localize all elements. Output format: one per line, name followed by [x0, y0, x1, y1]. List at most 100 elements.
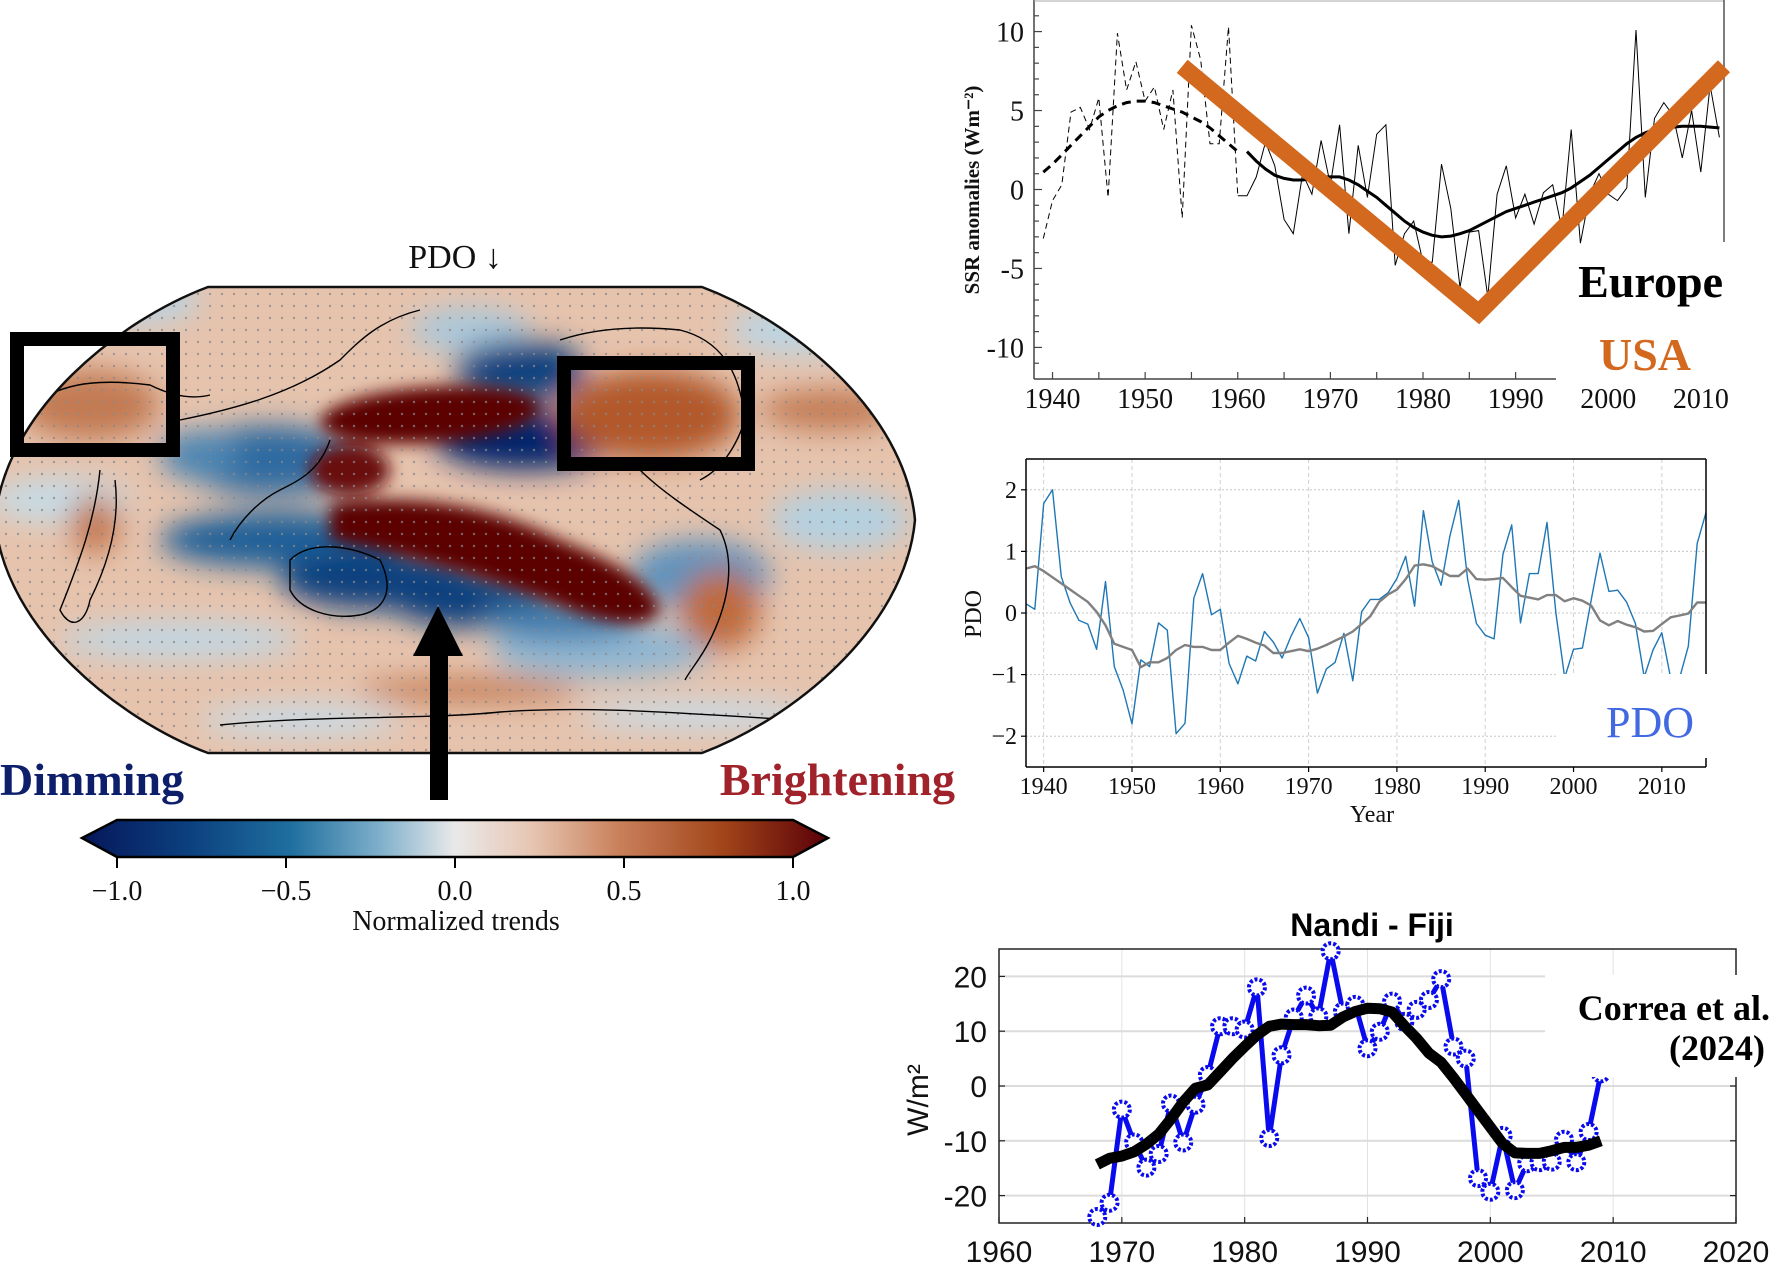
colorbar-tick-label: 0.5 [607, 876, 642, 907]
usa-highlight-box [557, 356, 755, 471]
fiji-data-point [1369, 1021, 1390, 1042]
brightening-label: Brightening [720, 754, 955, 805]
pdo-x-tick-label: 1990 [1461, 774, 1509, 800]
fiji-data-point [1234, 1019, 1255, 1040]
ssr-y-tick-label: 10 [996, 18, 1024, 49]
fiji-data-point [1099, 1192, 1120, 1213]
pdo-x-tick-label: 2000 [1550, 774, 1598, 800]
fiji-data-point [1320, 941, 1341, 962]
pdo-xlabel: Year [1350, 802, 1394, 828]
fiji-data-point [1566, 1152, 1587, 1173]
fiji-y-tick-label: 0 [970, 1071, 987, 1104]
colorbar-tick-label: −0.5 [261, 876, 312, 907]
pdo-y-tick-label: −2 [991, 724, 1017, 750]
ssr-x-tick-label: 2010 [1673, 384, 1729, 415]
pdo-legend-box [1558, 674, 1708, 766]
ssr-y-tick-label: 5 [1010, 97, 1024, 128]
pdo-x-tick-label: 1980 [1373, 774, 1421, 800]
colorbar-ticks: −1.0 −0.5 0.0 0.5 1.0 [92, 857, 811, 907]
fiji-x-tick-label: 1960 [966, 1236, 1033, 1269]
fiji-y-tick-label: 20 [954, 961, 987, 994]
fiji-y-tick-label: -10 [944, 1126, 987, 1159]
ssr-x-tick-label: 1960 [1210, 384, 1266, 415]
pdo-x-tick-label: 1940 [1020, 774, 1068, 800]
fiji-x-tick-label: 1980 [1211, 1236, 1278, 1269]
europe-label: Europe [1578, 256, 1723, 307]
pdo-annual-line [1025, 489, 1707, 735]
pdo-x-tick-label: 1960 [1196, 774, 1244, 800]
ssr-y-tick-label: 0 [1010, 176, 1024, 207]
ssr-x-tick-label: 2000 [1580, 384, 1636, 415]
fiji-data-point [1480, 1181, 1501, 1202]
fiji-annual-line [1095, 948, 1604, 1219]
europe-highlight-box [10, 332, 180, 457]
colorbar-gradient [79, 818, 831, 859]
fiji-ylabel-text: W/m² [902, 1064, 935, 1136]
pdo-smoothed-line [1025, 563, 1706, 669]
fiji-data-point [1246, 977, 1267, 998]
pdo-x-tick-label: 1950 [1108, 774, 1156, 800]
colorbar: −1.0 −0.5 0.0 0.5 1.0 Normalized trends [79, 818, 831, 937]
dimming-label: Dimming [0, 754, 184, 805]
usa-label: USA [1599, 329, 1691, 380]
fiji-annotation-box [1545, 975, 1775, 1077]
trend-map [0, 287, 915, 753]
ssr-x-tick-label: 1970 [1302, 384, 1358, 415]
fiji-y-tick-label: -20 [944, 1181, 987, 1214]
pdo-y-tick-label: −1 [991, 663, 1017, 689]
fiji-data-point [1087, 1206, 1108, 1227]
map-title: PDO ↓ [408, 239, 502, 276]
significance-stippling [0, 287, 915, 753]
fiji-smoothed-line [1094, 1002, 1603, 1170]
pdo-annotation: PDO [1606, 698, 1694, 747]
fiji-data-point [1418, 989, 1439, 1010]
correa-label-line1: Correa et al. [1578, 988, 1770, 1028]
fiji-data-point [1136, 1157, 1157, 1178]
fiji-data-point [1504, 1180, 1525, 1201]
correa-label-line2: (2024) [1669, 1028, 1765, 1068]
pdo-y-tick-label: 0 [1005, 601, 1017, 627]
ssr-series-dashed-thick [1042, 99, 1239, 174]
map-outline [0, 285, 917, 755]
fiji-data-point [1148, 1143, 1169, 1164]
ssr-series-overlay-thick [1176, 59, 1731, 325]
ssr-x-tick-label: 1950 [1117, 384, 1173, 415]
fiji-x-tick-label: 1970 [1088, 1236, 1155, 1269]
fiji-data-point [1357, 1038, 1378, 1059]
fiji-x-tick-label: 2010 [1580, 1236, 1647, 1269]
coastlines [39, 309, 801, 726]
pdo-y-tick-label: 2 [1005, 478, 1017, 504]
fiji-x-tick-label: 1990 [1334, 1236, 1401, 1269]
arrow-shaft [430, 652, 448, 800]
colorbar-label: Normalized trends [352, 906, 560, 937]
fiji-data-point [1468, 1168, 1489, 1189]
ssr-x-tick-label: 1990 [1488, 384, 1544, 415]
fiji-y-tick-label: 10 [954, 1016, 987, 1049]
pacific-arrow [413, 606, 463, 800]
fiji-data-point [1455, 1048, 1476, 1069]
fiji-data-point [1173, 1132, 1194, 1153]
fiji-x-tick-label: 2020 [1703, 1236, 1770, 1269]
ssr-ylabel: SSR anomalies (Wm⁻²) [960, 86, 984, 295]
pdo-x-tick-label: 1970 [1285, 774, 1333, 800]
ssr-y-tick-label: -5 [1001, 254, 1024, 285]
fiji-data-point [1406, 999, 1427, 1020]
fiji-data-point [1443, 1036, 1464, 1057]
ssr-x-tick-label: 1940 [1025, 384, 1081, 415]
fiji-data-point [1111, 1099, 1132, 1120]
map-panel: PDO ↓ [0, 239, 955, 937]
ssr-x-tick-label: 1980 [1395, 384, 1451, 415]
fiji-title: Nandi - Fiji [1290, 907, 1454, 943]
ssr-series-solid-thin [1237, 29, 1720, 297]
arrow-head-icon [413, 606, 463, 656]
fiji-data-point [1259, 1128, 1280, 1149]
ssr-y-tick-label: -10 [987, 333, 1024, 364]
fiji-ylabel: W/m² [902, 1064, 935, 1136]
colorbar-tick-label: 1.0 [776, 876, 811, 907]
pdo-ylabel: PDO [961, 590, 987, 638]
colorbar-tick-label: 0.0 [438, 876, 473, 907]
